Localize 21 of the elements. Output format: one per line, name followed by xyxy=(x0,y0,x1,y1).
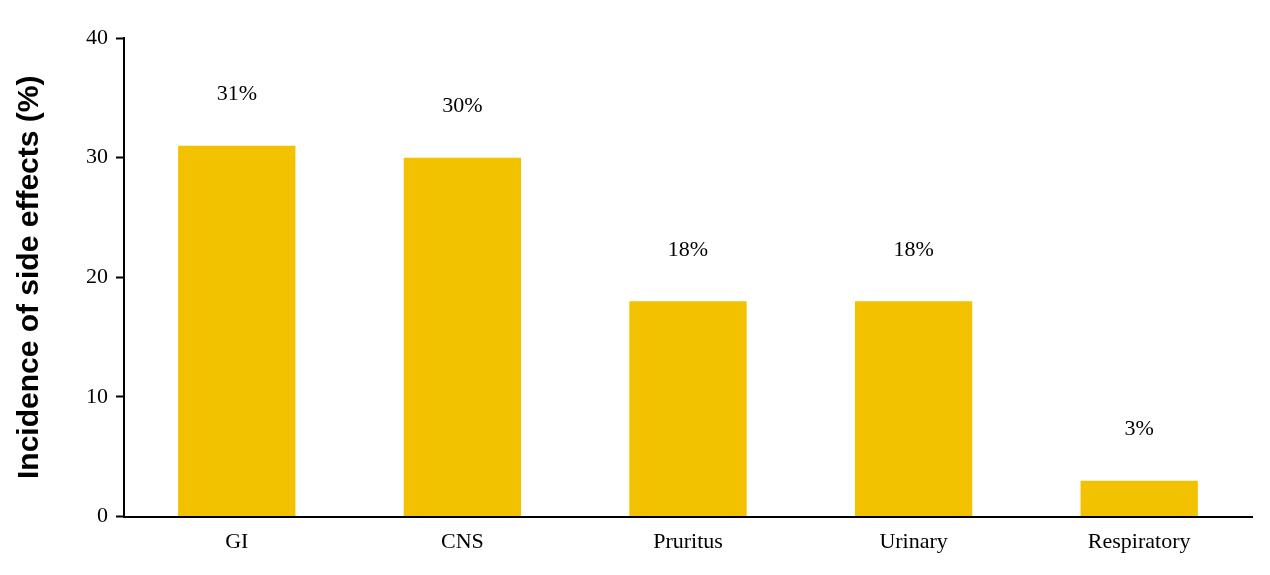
x-tick-label: CNS xyxy=(441,527,484,553)
data-label: 31% xyxy=(216,80,257,106)
bar xyxy=(403,157,522,517)
bar xyxy=(1080,480,1198,517)
x-tick-label: GI xyxy=(225,527,249,553)
data-label: 3% xyxy=(1124,415,1154,441)
y-tick-label: 30 xyxy=(86,143,108,169)
y-tick-label: 0 xyxy=(97,502,108,528)
data-label: 18% xyxy=(893,236,934,262)
x-tick-label: Urinary xyxy=(879,527,948,553)
y-tick-label: 20 xyxy=(86,263,108,289)
bar xyxy=(178,145,296,517)
bar xyxy=(629,301,747,517)
y-tick-label: 10 xyxy=(86,382,108,408)
y-tick-label: 40 xyxy=(86,23,108,49)
y-axis-title: Incidence of side effects (%) xyxy=(11,75,45,480)
x-tick-label: Pruritus xyxy=(653,527,723,553)
data-label: 18% xyxy=(667,236,709,262)
x-tick-label: Respiratory xyxy=(1087,527,1191,553)
bar xyxy=(854,301,973,517)
data-label: 30% xyxy=(442,92,483,118)
